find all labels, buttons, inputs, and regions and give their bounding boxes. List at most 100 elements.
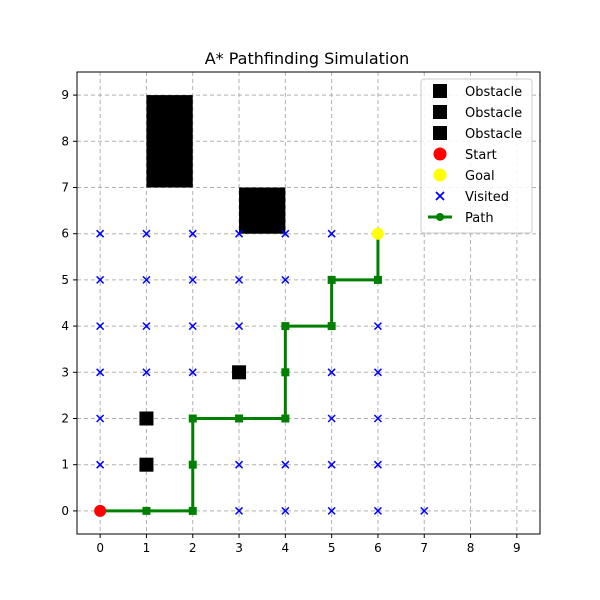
visited-marker — [281, 275, 290, 284]
visited-marker — [373, 460, 382, 469]
legend-label: Obstacle — [465, 127, 522, 142]
x-tick-label: 3 — [235, 541, 243, 555]
visited-marker — [96, 322, 105, 331]
legend-label: Visited — [465, 190, 509, 205]
legend-label: Obstacle — [465, 85, 522, 100]
legend-swatch — [433, 126, 447, 140]
visited-marker-stroke — [373, 460, 382, 469]
legend-item: Obstacle — [433, 126, 522, 142]
obstacle-block — [239, 187, 286, 234]
visited-marker — [420, 506, 429, 515]
legend-swatch — [433, 105, 447, 119]
visited-marker — [96, 368, 105, 377]
visited-marker — [188, 229, 197, 238]
visited-marker — [327, 229, 336, 238]
legend-label: Obstacle — [465, 106, 522, 121]
visited-marker — [281, 460, 290, 469]
visited-marker — [188, 368, 197, 377]
visited-marker — [188, 275, 197, 284]
visited-marker-stroke — [281, 506, 290, 515]
visited-marker-stroke — [235, 460, 244, 469]
legend-swatch — [436, 213, 444, 221]
plot-frame — [76, 71, 541, 535]
visited-marker — [373, 506, 382, 515]
legend-label: Start — [465, 148, 497, 163]
visited-marker — [142, 275, 151, 284]
legend-item: Start — [433, 147, 497, 163]
path-node — [373, 275, 382, 284]
visited-marker — [235, 506, 244, 515]
visited-marker-stroke — [96, 229, 105, 238]
x-tick-label: 2 — [189, 541, 197, 555]
visited-marker-stroke — [327, 506, 336, 515]
path-node — [235, 414, 244, 423]
visited-marker-stroke — [188, 229, 197, 238]
visited-marker — [281, 229, 290, 238]
visited-marker-stroke — [96, 322, 105, 331]
path-node — [281, 414, 290, 423]
visited-marker — [235, 229, 244, 238]
obstacle-cell — [139, 411, 154, 426]
x-tick-label: 9 — [513, 541, 521, 555]
visited-marker — [281, 506, 290, 515]
visited-marker-stroke — [420, 506, 429, 515]
x-tick-label: 7 — [420, 541, 428, 555]
chart-title: A* Pathfinding Simulation — [205, 49, 410, 68]
y-tick-label: 5 — [61, 273, 69, 287]
visited-marker-stroke — [373, 414, 382, 423]
visited-marker — [96, 460, 105, 469]
legend-box — [420, 78, 533, 234]
visited-marker — [96, 275, 105, 284]
x-tick-label: 0 — [96, 541, 104, 555]
visited-marker — [188, 322, 197, 331]
visited-marker — [96, 229, 105, 238]
path-node — [327, 275, 336, 284]
path-node — [142, 506, 151, 515]
legend-item: Path — [428, 211, 494, 226]
visited-marker — [142, 229, 151, 238]
visited-marker-stroke — [327, 368, 336, 377]
x-tick-label: 5 — [328, 541, 336, 555]
visited-marker — [373, 414, 382, 423]
y-tick-label: 6 — [61, 227, 69, 241]
legend-item: Obstacle — [433, 105, 522, 121]
visited-marker-stroke — [373, 322, 382, 331]
visited-marker — [235, 460, 244, 469]
visited-marker — [142, 368, 151, 377]
visited-marker — [327, 506, 336, 515]
y-tick-label: 2 — [61, 412, 69, 426]
x-tick-label: 1 — [143, 541, 151, 555]
visited-marker-stroke — [96, 368, 105, 377]
x-tick-label: 4 — [282, 541, 290, 555]
legend-item: Obstacle — [433, 84, 522, 100]
x-tick-label: 6 — [374, 541, 382, 555]
start-goal-markers — [94, 227, 384, 517]
visited-marker-stroke — [235, 229, 244, 238]
y-tick-label: 9 — [61, 88, 69, 102]
visited-marker-stroke — [142, 275, 151, 284]
obstacle-cell — [139, 457, 154, 472]
y-tick-label: 4 — [61, 319, 69, 333]
visited-marker — [142, 322, 151, 331]
visited-marker-stroke — [188, 368, 197, 377]
visited-marker-stroke — [235, 322, 244, 331]
obstacle-cell — [232, 365, 247, 380]
visited-marker-stroke — [373, 506, 382, 515]
y-tick-label: 1 — [61, 458, 69, 472]
visited-marker-stroke — [235, 275, 244, 284]
goal-marker — [371, 227, 384, 240]
axis-ticks: 0 1 2 3 4 5 6 7 8 9 0 1 2 3 4 5 6 7 8 9 — [61, 88, 520, 555]
obstacle-block — [146, 95, 193, 188]
visited-marker — [327, 414, 336, 423]
y-tick-label: 8 — [61, 134, 69, 148]
visited-marker — [373, 322, 382, 331]
visited-marker-stroke — [96, 460, 105, 469]
visited-marker-stroke — [96, 275, 105, 284]
visited-marker — [327, 460, 336, 469]
visited-marker — [96, 414, 105, 423]
legend-swatch — [433, 168, 447, 182]
visited-marker-stroke — [281, 275, 290, 284]
visited-markers — [96, 229, 429, 515]
visited-marker-stroke — [373, 368, 382, 377]
